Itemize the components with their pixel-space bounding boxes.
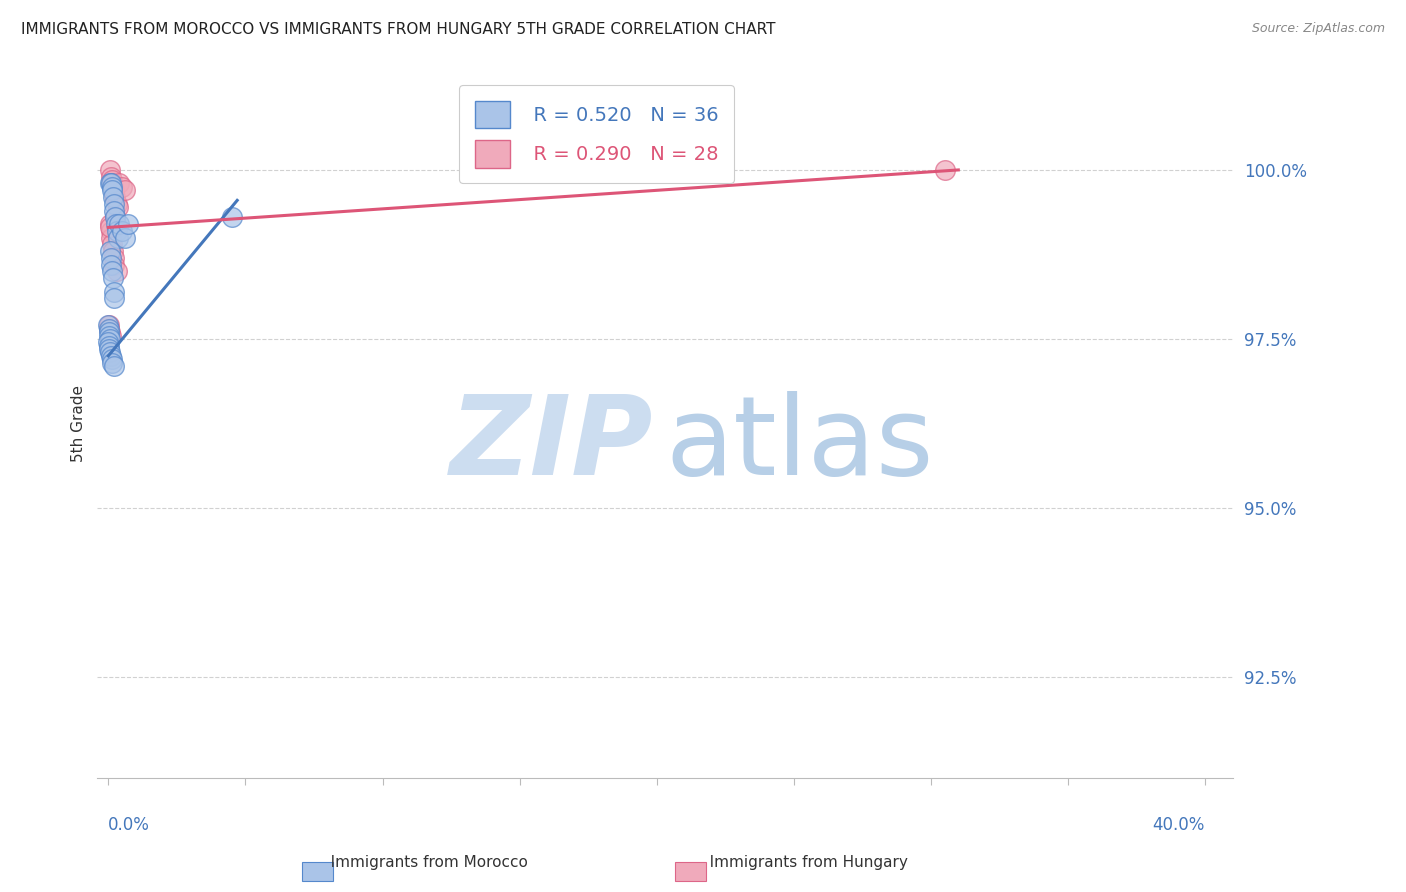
Point bbox=[104, 190, 127, 204]
Point bbox=[101, 183, 124, 197]
Point bbox=[97, 318, 120, 333]
Point bbox=[100, 169, 122, 184]
Point bbox=[98, 325, 121, 339]
Point bbox=[103, 196, 125, 211]
Point bbox=[98, 328, 121, 343]
Point bbox=[98, 332, 121, 346]
Point bbox=[100, 352, 122, 367]
Point bbox=[103, 203, 125, 218]
Point bbox=[100, 173, 122, 187]
Point bbox=[105, 264, 128, 278]
Point bbox=[103, 258, 125, 272]
Point bbox=[97, 339, 120, 353]
Point bbox=[98, 342, 121, 356]
Point bbox=[103, 292, 125, 306]
Y-axis label: 5th Grade: 5th Grade bbox=[72, 385, 86, 462]
Text: 0.0%: 0.0% bbox=[108, 815, 150, 834]
Text: Immigrants from Hungary: Immigrants from Hungary bbox=[695, 855, 908, 870]
Point bbox=[104, 211, 127, 225]
Point bbox=[934, 163, 956, 178]
Point bbox=[101, 177, 124, 191]
Point bbox=[98, 322, 121, 336]
Point bbox=[100, 251, 122, 265]
Point bbox=[98, 325, 121, 339]
Point bbox=[98, 244, 121, 258]
Point bbox=[105, 217, 128, 231]
Text: atlas: atlas bbox=[665, 392, 934, 499]
Point bbox=[103, 285, 125, 299]
Point bbox=[98, 217, 121, 231]
Point bbox=[104, 211, 127, 225]
Point bbox=[107, 200, 129, 214]
Point bbox=[117, 217, 139, 231]
Point bbox=[103, 190, 125, 204]
Point bbox=[105, 196, 128, 211]
Point bbox=[103, 251, 125, 265]
Legend:   R = 0.520   N = 36,   R = 0.290   N = 28: R = 0.520 N = 36, R = 0.290 N = 28 bbox=[458, 86, 734, 183]
Point bbox=[98, 163, 121, 178]
Point bbox=[114, 183, 136, 197]
Text: ZIP: ZIP bbox=[450, 392, 654, 499]
Point bbox=[103, 271, 125, 285]
Point bbox=[97, 322, 120, 336]
Text: 40.0%: 40.0% bbox=[1153, 815, 1205, 834]
Point bbox=[105, 224, 128, 238]
Point bbox=[98, 177, 121, 191]
Point bbox=[98, 220, 121, 235]
Point bbox=[108, 177, 131, 191]
Point bbox=[100, 349, 122, 363]
Point bbox=[111, 179, 134, 194]
Text: Source: ZipAtlas.com: Source: ZipAtlas.com bbox=[1251, 22, 1385, 36]
Point bbox=[97, 335, 120, 350]
Point bbox=[101, 264, 124, 278]
Point bbox=[100, 224, 122, 238]
Point bbox=[103, 359, 125, 373]
Point bbox=[98, 345, 121, 359]
Point bbox=[103, 186, 125, 201]
Point bbox=[111, 224, 134, 238]
Point bbox=[103, 179, 125, 194]
Point bbox=[108, 217, 131, 231]
Point bbox=[103, 183, 125, 197]
Point bbox=[100, 177, 122, 191]
Point bbox=[221, 211, 243, 225]
Text: IMMIGRANTS FROM MOROCCO VS IMMIGRANTS FROM HUNGARY 5TH GRADE CORRELATION CHART: IMMIGRANTS FROM MOROCCO VS IMMIGRANTS FR… bbox=[21, 22, 776, 37]
Point bbox=[100, 258, 122, 272]
Point bbox=[114, 230, 136, 244]
Point bbox=[100, 179, 122, 194]
Point bbox=[103, 244, 125, 258]
Point bbox=[100, 328, 122, 343]
Point bbox=[101, 356, 124, 370]
Point bbox=[100, 230, 122, 244]
Text: Immigrants from Morocco: Immigrants from Morocco bbox=[316, 855, 527, 870]
Point bbox=[107, 230, 129, 244]
Point bbox=[101, 237, 124, 252]
Point bbox=[97, 318, 120, 333]
